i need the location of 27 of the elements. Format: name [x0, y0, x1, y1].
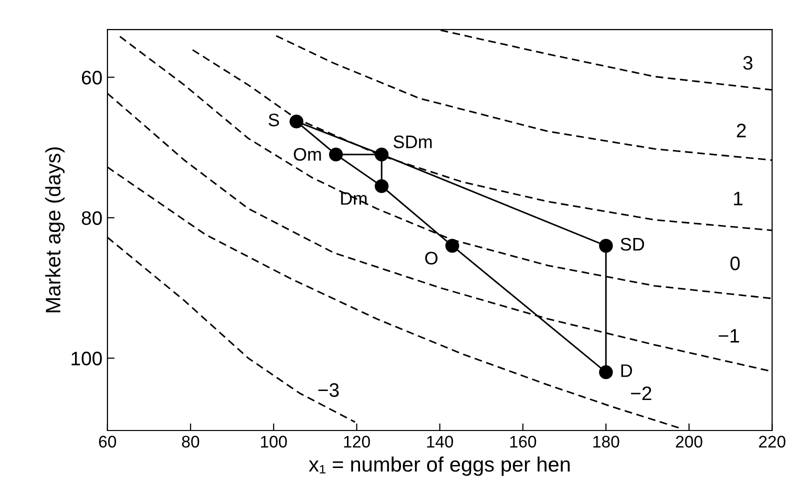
annotation: SDm	[394, 135, 432, 148]
annotation: D	[621, 364, 632, 377]
annotation: O	[425, 252, 438, 265]
x-tick-label: 140	[427, 436, 454, 448]
x-tick-label: 180	[593, 436, 620, 448]
y-tick-label: 60	[82, 70, 102, 85]
series-label: 1	[734, 192, 742, 206]
annotation: S	[268, 114, 279, 126]
x-tick-label: 220	[759, 436, 786, 448]
series-label: −2	[631, 386, 652, 400]
series-label: −1	[718, 329, 740, 342]
x-tick-label: 60	[99, 436, 116, 448]
y-tick-label: 80	[82, 211, 102, 225]
x-tick-label: 100	[260, 436, 287, 448]
annotation: SD	[620, 238, 644, 251]
series-label: 2	[736, 124, 746, 138]
series-label: −3	[318, 383, 339, 397]
x-tick-label: 160	[510, 436, 536, 448]
x-axis-title: x₁ = number of eggs per hen	[308, 456, 570, 476]
series-label: 3	[743, 56, 752, 70]
y-tick-label: 100	[72, 352, 102, 366]
x-tick-label: 80	[182, 436, 200, 448]
annotation: Om	[294, 148, 321, 161]
x-tick-label: 120	[344, 436, 370, 448]
x-tick-label: 200	[676, 436, 702, 448]
y-axis-title: Market age (days)	[45, 147, 65, 312]
series-label: 0	[730, 256, 740, 270]
